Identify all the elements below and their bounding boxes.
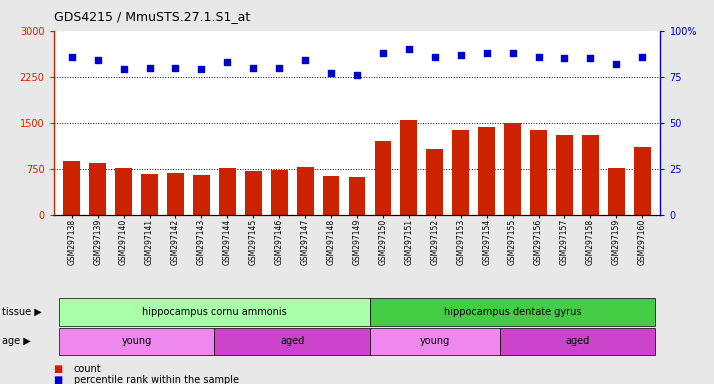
Bar: [556, 135, 573, 215]
Point: [326, 70, 337, 76]
Bar: [323, 176, 339, 215]
Text: ■: ■: [54, 364, 63, 374]
Bar: [219, 168, 236, 215]
Point: [455, 51, 466, 58]
Bar: [478, 127, 495, 215]
Point: [429, 53, 441, 60]
Text: aged: aged: [565, 336, 590, 346]
Bar: [193, 175, 210, 215]
Text: GDS4215 / MmuSTS.27.1.S1_at: GDS4215 / MmuSTS.27.1.S1_at: [54, 10, 250, 23]
Bar: [401, 121, 417, 215]
Point: [507, 50, 518, 56]
Bar: [64, 161, 80, 215]
Point: [92, 57, 104, 63]
Text: aged: aged: [280, 336, 304, 346]
Bar: [167, 173, 184, 215]
Text: young: young: [121, 336, 151, 346]
Text: percentile rank within the sample: percentile rank within the sample: [74, 375, 238, 384]
Bar: [348, 177, 366, 215]
Bar: [375, 141, 391, 215]
Bar: [426, 149, 443, 215]
Point: [196, 66, 207, 73]
Text: young: young: [420, 336, 450, 346]
Text: age ▶: age ▶: [2, 336, 31, 346]
Point: [610, 61, 622, 67]
Text: hippocampus cornu ammonis: hippocampus cornu ammonis: [142, 307, 287, 317]
Bar: [271, 170, 288, 215]
Bar: [89, 164, 106, 215]
Bar: [582, 134, 599, 215]
Point: [533, 53, 544, 60]
Point: [377, 50, 388, 56]
Point: [403, 46, 415, 52]
Text: tissue ▶: tissue ▶: [2, 307, 42, 317]
Point: [170, 65, 181, 71]
Bar: [634, 147, 650, 215]
Bar: [452, 130, 469, 215]
Text: ■: ■: [54, 375, 63, 384]
Bar: [115, 168, 132, 215]
Point: [144, 65, 155, 71]
Point: [637, 53, 648, 60]
Point: [221, 59, 233, 65]
Point: [481, 50, 493, 56]
Point: [351, 72, 363, 78]
Bar: [504, 123, 521, 215]
Bar: [141, 174, 158, 215]
Point: [66, 53, 77, 60]
Point: [585, 55, 596, 61]
Point: [559, 55, 570, 61]
Point: [299, 57, 311, 63]
Bar: [245, 171, 262, 215]
Point: [118, 66, 129, 73]
Text: count: count: [74, 364, 101, 374]
Bar: [530, 130, 547, 215]
Bar: [608, 168, 625, 215]
Bar: [297, 167, 313, 215]
Point: [273, 65, 285, 71]
Text: hippocampus dentate gyrus: hippocampus dentate gyrus: [444, 307, 581, 317]
Point: [248, 65, 259, 71]
